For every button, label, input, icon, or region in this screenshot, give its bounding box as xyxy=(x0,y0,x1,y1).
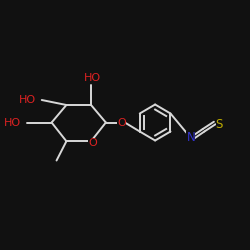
Text: O: O xyxy=(118,118,126,128)
Text: HO: HO xyxy=(18,95,36,105)
Text: HO: HO xyxy=(84,73,100,83)
Text: S: S xyxy=(216,118,223,132)
Text: O: O xyxy=(88,138,97,147)
Text: N: N xyxy=(186,131,195,144)
Text: HO: HO xyxy=(4,118,21,128)
